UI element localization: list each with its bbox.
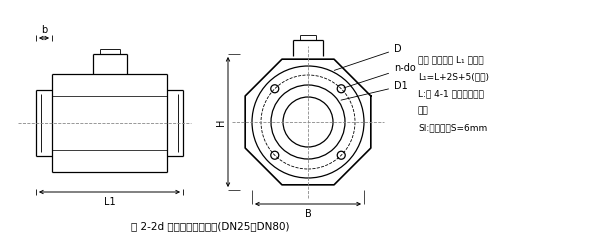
Text: 注： 仪表长度 L₁ 含葟里: 注： 仪表长度 L₁ 含葟里	[418, 55, 484, 64]
Text: 图 2-2d 一体型电磁流量计(DN25～DN80): 图 2-2d 一体型电磁流量计(DN25～DN80)	[131, 221, 289, 231]
Text: Sl:接地环，S=6mm: Sl:接地环，S=6mm	[418, 123, 487, 132]
Text: D1: D1	[341, 81, 408, 100]
Text: 度。: 度。	[418, 106, 429, 115]
Text: L1: L1	[104, 197, 115, 207]
Text: L:表 4-1 中仪表理论长: L:表 4-1 中仪表理论长	[418, 89, 484, 98]
Text: b: b	[41, 25, 47, 35]
Text: H: H	[216, 118, 226, 126]
Text: L₁=L+2S+5(允差): L₁=L+2S+5(允差)	[418, 72, 489, 81]
Text: B: B	[305, 209, 311, 219]
Text: D: D	[334, 44, 401, 70]
Text: n-do: n-do	[344, 63, 416, 88]
